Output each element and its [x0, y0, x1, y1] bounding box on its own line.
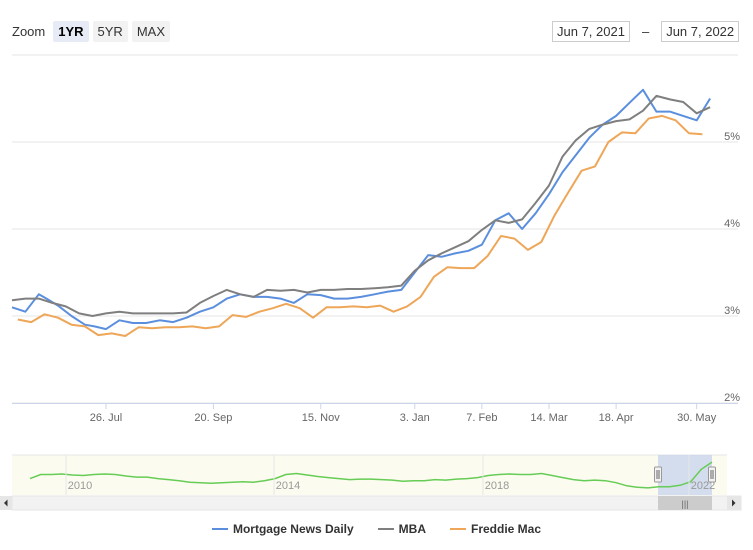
- x-axis: 26. Jul 20. Sep 15. Nov 3. Jan 7. Feb 14. Mar…: [12, 403, 738, 424]
- y-tick-label: 3%: [724, 305, 740, 317]
- series-lines: [11, 88, 711, 337]
- zoom-bar: Zoom 1YR 5YR MAX: [12, 20, 174, 42]
- y-tick-label: 2%: [724, 392, 740, 404]
- navigator-year-label: 2018: [485, 480, 509, 492]
- zoom-button-max[interactable]: MAX: [131, 20, 170, 42]
- x-tick-label: 14. Mar: [530, 412, 568, 424]
- scrollbar-thumb[interactable]: [658, 496, 712, 510]
- legend-label-mba: MBA: [398, 522, 426, 536]
- x-tick-label: 3. Jan: [400, 412, 430, 424]
- range-to-input[interactable]: Jun 7, 2022: [661, 20, 740, 42]
- x-tick-label: 26. Jul: [90, 412, 122, 424]
- navigator-handle-left[interactable]: [654, 466, 662, 483]
- x-tick-label: 18. Apr: [599, 412, 634, 424]
- scrollbar-grip: |||: [681, 499, 688, 509]
- legend-swatch-mba: [377, 528, 394, 530]
- scroll-left-arrow-icon: [4, 499, 8, 507]
- navigator[interactable]: 2010 2014 2018 2022|||: [0, 454, 742, 511]
- series-line-mba: [11, 94, 711, 317]
- zoom-button-1yr[interactable]: 1YR: [53, 20, 89, 42]
- x-tick-label: 15. Nov: [302, 412, 340, 424]
- range-from-input[interactable]: Jun 7, 2021: [552, 20, 630, 42]
- date-range: Jun 7, 2021 – Jun 7, 2022: [552, 20, 740, 42]
- y-axis: 2% 3% 4% 5%: [724, 131, 740, 404]
- legend-swatch-freddie: [450, 528, 466, 530]
- legend-item-freddie[interactable]: Freddie Mac: [450, 522, 541, 536]
- navigator-year-label: 2022: [691, 480, 715, 492]
- navigator-selection[interactable]: [658, 455, 712, 495]
- range-separator: –: [641, 23, 650, 39]
- x-tick-label: 7. Feb: [466, 412, 497, 424]
- legend-swatch-mnd: [211, 528, 228, 530]
- series-line-freddie: [17, 114, 703, 337]
- legend-label-mnd: Mortgage News Daily: [232, 522, 354, 536]
- scrollbar-track[interactable]: [11, 495, 742, 511]
- series-line-mnd: [11, 88, 711, 331]
- navigator-series-line: [29, 461, 713, 489]
- navigator-year-label: 2010: [68, 480, 92, 492]
- legend: Mortgage News Daily MBA Freddie Mac: [0, 522, 753, 536]
- legend-item-mnd[interactable]: Mortgage News Daily: [211, 522, 354, 536]
- scroll-right-arrow-icon: [732, 499, 736, 507]
- navigator-year-label: 2014: [276, 480, 300, 492]
- x-tick-label: 20. Sep: [194, 412, 232, 424]
- grid-lines: [12, 54, 738, 404]
- zoom-button-5yr[interactable]: 5YR: [92, 20, 128, 42]
- navigator-handle-right[interactable]: [708, 466, 716, 483]
- x-tick-label: 30. May: [677, 412, 717, 424]
- y-tick-label: 5%: [724, 131, 740, 143]
- zoom-label: Zoom: [12, 23, 46, 39]
- y-tick-label: 4%: [724, 218, 740, 230]
- navigator-background: [12, 455, 727, 495]
- legend-item-mba[interactable]: MBA: [377, 522, 426, 536]
- legend-label-freddie: Freddie Mac: [471, 522, 542, 536]
